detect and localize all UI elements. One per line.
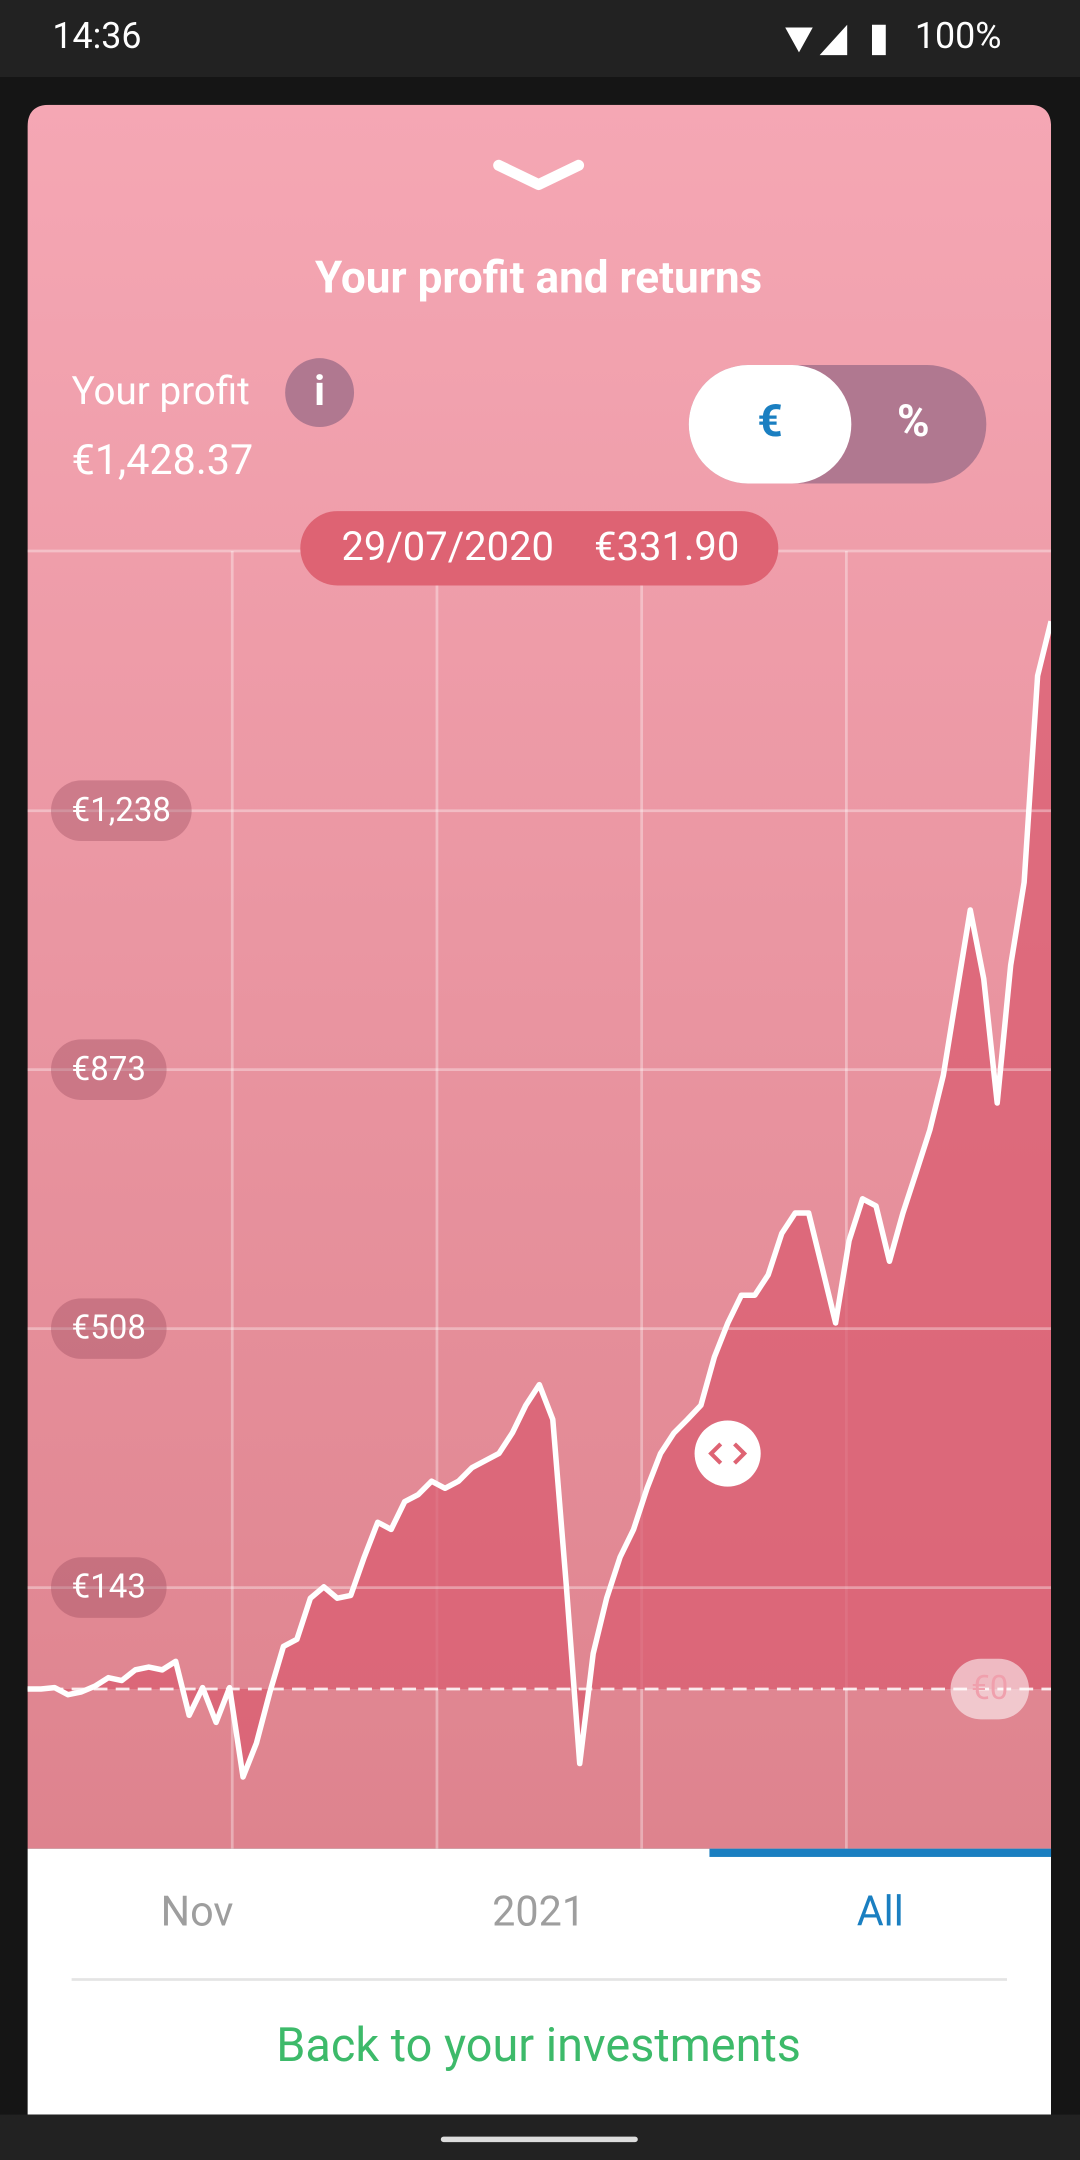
home-indicator [440,2136,638,2143]
profit-label: Your profit [72,369,250,414]
profit-value: €1,428.37 [72,437,254,485]
toggle-euro[interactable]: € [757,395,782,447]
info-icon: i [314,368,325,416]
status-bar [0,0,1080,78]
y-tick-label: €873 [72,1050,146,1089]
status-icons [785,24,886,56]
y-tick-pill [50,1557,167,1618]
y-tick-label: €0 [971,1669,1008,1708]
tooltip-date: 29/07/2020 [341,523,554,570]
tooltip [300,511,779,586]
tab-all[interactable]: All [857,1889,904,1937]
y-tick-label: €508 [72,1309,146,1348]
y-tick-label: €143 [72,1568,146,1607]
status-battery: 100% [915,15,1002,57]
tab-2021[interactable]: 2021 [492,1889,585,1937]
tooltip-value: €331.90 [594,523,739,570]
footer-bg [27,1848,1052,2115]
collapse-chevron[interactable] [493,159,585,191]
scrub-handle [694,1420,761,1487]
y-tick-pill [50,1298,167,1359]
toggle-percent[interactable]: % [897,395,930,447]
scrub-arrows [708,1442,748,1465]
status-time: 14:36 [52,15,141,57]
back-button[interactable]: Back to your investments [276,2019,801,2073]
tab-nov[interactable]: Nov [161,1889,234,1937]
title: Your profit and returns [315,252,762,304]
line [27,620,1052,1780]
toggle-thumb [688,365,852,484]
area [27,621,1052,1778]
y-tick-label: €1,238 [72,791,171,830]
info-button[interactable] [285,358,355,428]
tab-indicator [709,1848,1052,1857]
y-tick-pill [950,1658,1030,1720]
y-tick-pill [50,1039,167,1100]
y-tick-pill [50,780,192,841]
